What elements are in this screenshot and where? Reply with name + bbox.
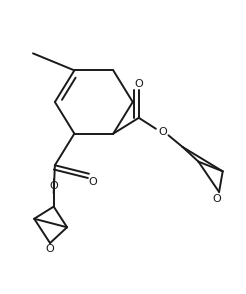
- Text: O: O: [134, 79, 143, 89]
- Text: O: O: [46, 244, 54, 254]
- Text: O: O: [159, 127, 168, 137]
- Text: O: O: [49, 181, 58, 191]
- Text: O: O: [212, 194, 221, 204]
- Text: O: O: [88, 176, 97, 186]
